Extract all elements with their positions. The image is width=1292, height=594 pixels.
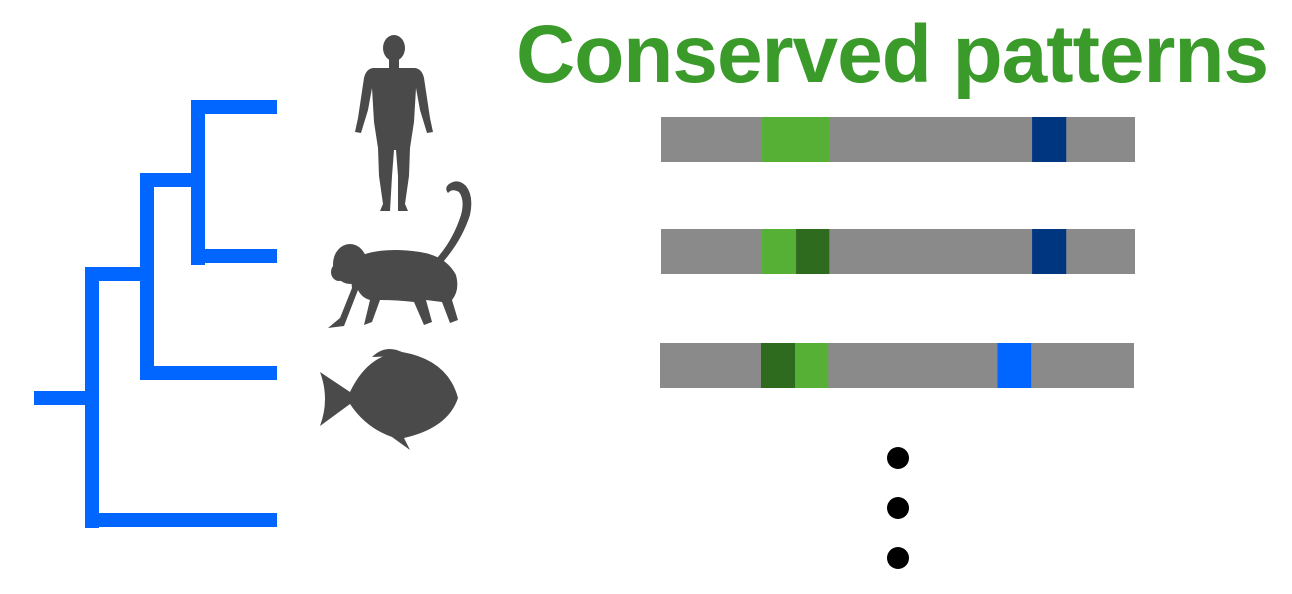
sequence-track-2	[661, 229, 1135, 274]
track-background	[660, 343, 1134, 388]
sequence-tracks	[660, 117, 1135, 388]
conserved-segment-navy	[1032, 117, 1067, 162]
diagram-title: Conserved patterns	[516, 9, 1269, 100]
continuation-ellipsis	[887, 447, 909, 569]
conserved-segment-light-green	[795, 343, 829, 388]
ellipsis-dot	[887, 497, 909, 519]
conserved-segment-light-green	[762, 117, 830, 162]
conserved-segment-bright-blue	[997, 343, 1032, 388]
conserved-segment-light-green	[762, 229, 797, 274]
sequence-track-3	[660, 343, 1134, 388]
human-silhouette-icon	[355, 35, 433, 211]
conserved-segment-dark-green	[796, 229, 830, 274]
phylogenetic-tree	[34, 100, 277, 528]
sequence-track-1	[661, 117, 1135, 162]
conserved-segment-dark-green	[761, 343, 796, 388]
conserved-segment-navy	[1032, 229, 1067, 274]
ellipsis-dot	[887, 447, 909, 469]
fish-silhouette-icon	[320, 348, 458, 450]
ellipsis-dot	[887, 547, 909, 569]
monkey-silhouette-icon	[328, 181, 472, 328]
